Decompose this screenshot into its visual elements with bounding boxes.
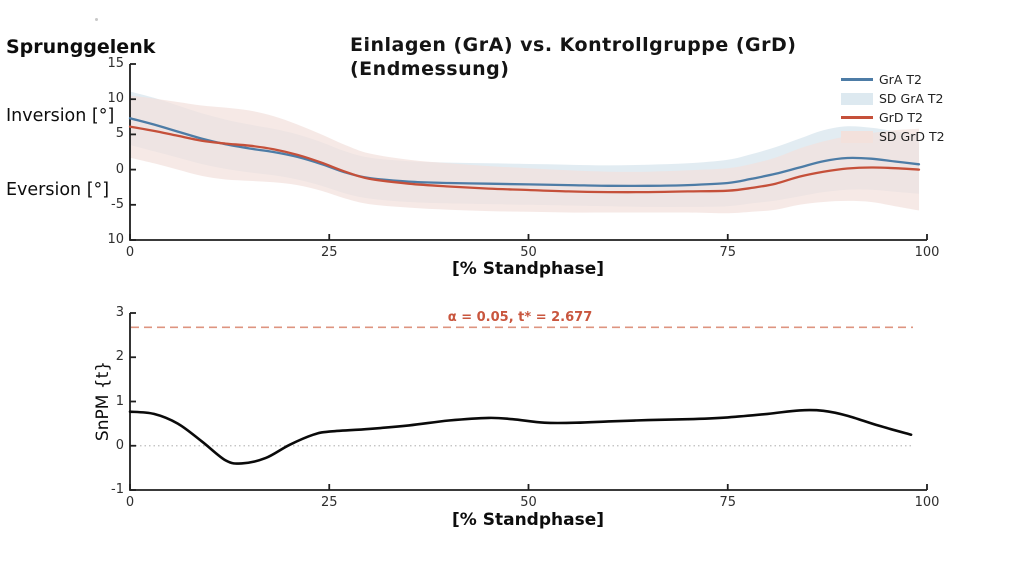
bottom-xaxis-label: [% Standphase]: [452, 510, 604, 530]
threshold-annotation: α = 0.05, t* = 2.677: [447, 310, 593, 325]
bottom-chart-x-tick-label: 100: [914, 495, 940, 510]
top-chart-y-tick-label: -5: [111, 196, 124, 212]
bottom-chart-y-tick-label: 2: [115, 349, 124, 365]
legend-item-sd-grd-t2: SD GrD T2: [841, 127, 945, 146]
bottom-chart-y-tick-label: 3: [115, 305, 124, 320]
legend-label: GrA T2: [879, 72, 922, 87]
top-chart-y-tick-label: 0: [115, 161, 124, 177]
bottom-chart-x-tick-label: 0: [125, 495, 135, 510]
top-chart-x-tick-label: 75: [719, 245, 737, 260]
top-chart-x-tick-label: 25: [320, 245, 338, 260]
legend-item-grd-t2: GrD T2: [841, 108, 945, 127]
line-gra-t2: [128, 117, 921, 188]
legend-label: GrD T2: [879, 110, 924, 125]
bottom-chart-x-tick-label: 25: [320, 495, 338, 510]
top-chart-y-tick-label: 15: [107, 56, 124, 71]
figure-label-sprunggelenk: Sprunggelenk: [6, 36, 156, 58]
top-chart-x-tick-label: 50: [520, 245, 537, 260]
bottom-chart-x-tick-label: 75: [719, 495, 737, 510]
legend-swatch-grd-line: [841, 116, 873, 119]
snpm-curve: [128, 408, 913, 465]
legend-swatch-gra-band: [841, 92, 873, 105]
legend-label: SD GrD T2: [879, 129, 945, 144]
legend-swatch-gra-line: [841, 78, 873, 81]
sd-band-grd-t2: [130, 95, 920, 214]
line-grd-t2: [128, 125, 921, 194]
top-chart-y-tick-label: 5: [115, 126, 124, 142]
legend-label: SD GrA T2: [879, 91, 944, 106]
speck-artifact: [95, 18, 98, 21]
chart-title-line1: Einlagen (GrA) vs. Kontrollgruppe (GrD): [350, 34, 797, 56]
legend-swatch-grd-band: [841, 130, 873, 143]
bottom-chart-y-tick-label: 0: [115, 437, 124, 453]
top-chart-y-tick-label: 10: [107, 232, 124, 247]
legend-item-sd-gra-t2: SD GrA T2: [841, 89, 945, 108]
top-chart-y-tick-label: 10: [107, 91, 124, 107]
top-xaxis-label: [% Standphase]: [452, 259, 604, 279]
top-chart-x-tick-label: 0: [125, 245, 135, 260]
bottom-chart-x-tick-label: 50: [520, 495, 537, 510]
eversion-axis-label: Eversion [°]: [6, 180, 110, 200]
bottom-chart-y-tick-label: -1: [111, 482, 124, 497]
chart-title: Einlagen (GrA) vs. Kontrollgruppe (GrD) …: [350, 33, 796, 81]
bottom-chart-y-tick-label: 1: [115, 393, 124, 409]
legend-item-gra-t2: GrA T2: [841, 70, 945, 89]
inversion-axis-label: Inversion [°]: [6, 106, 115, 126]
top-chart-x-tick-label: 100: [914, 245, 940, 260]
chart-title-line2: (Endmessung): [350, 58, 510, 80]
legend: GrA T2 SD GrA T2 GrD T2 SD GrD T2: [841, 70, 945, 146]
